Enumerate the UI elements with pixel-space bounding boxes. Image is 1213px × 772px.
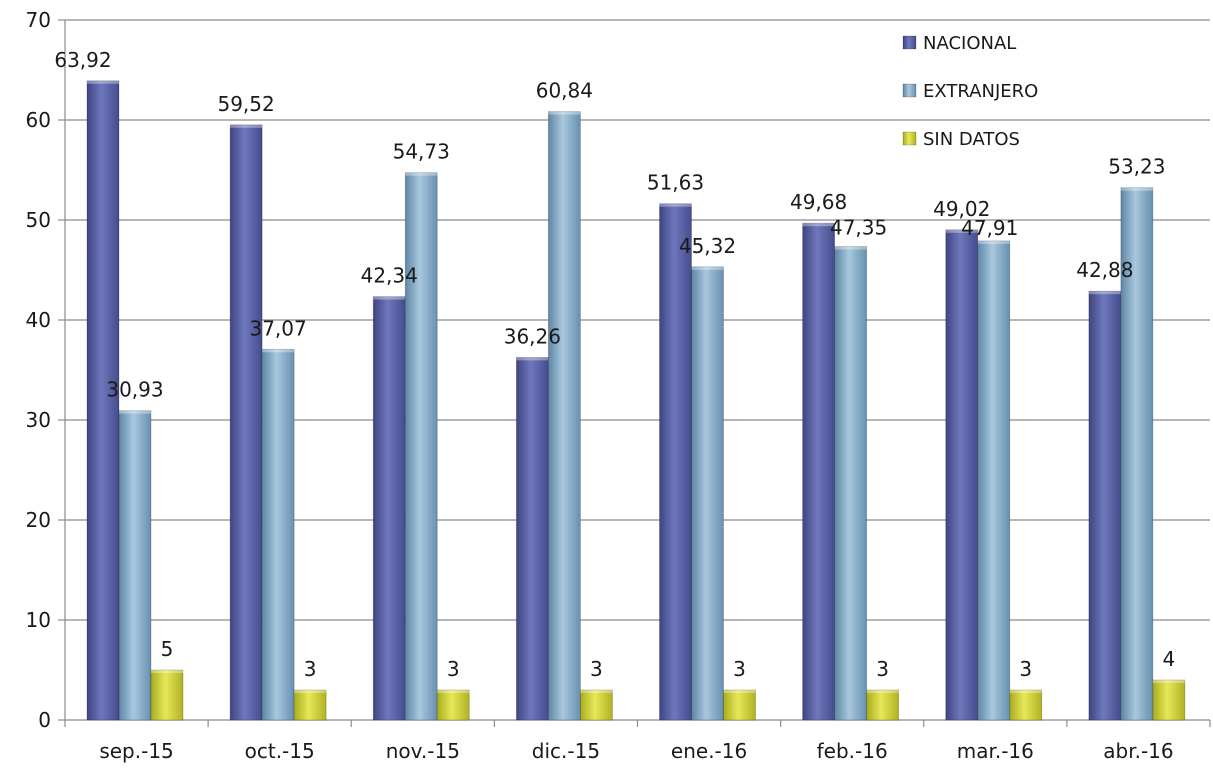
- bar-cap: [659, 203, 692, 207]
- bar-cap: [516, 357, 549, 361]
- bar-sin-datos: [1152, 679, 1186, 721]
- bar-extranjero: [1120, 187, 1154, 721]
- x-tick-label: dic.-15: [532, 739, 600, 763]
- bar-extranjero: [691, 266, 724, 721]
- data-label: 47,35: [830, 216, 887, 240]
- bar-extranjero: [404, 172, 438, 721]
- bar-sin-datos: [436, 689, 470, 721]
- data-label: 5: [161, 637, 174, 661]
- x-tick-label: oct.-15: [245, 739, 315, 763]
- bar-nacional: [372, 296, 406, 721]
- bar-nacional: [659, 203, 692, 721]
- data-label: 42,88: [1076, 258, 1133, 282]
- legend-label: SIN DATOS: [923, 129, 1020, 150]
- data-label: 3: [304, 657, 317, 681]
- data-label: 36,26: [504, 324, 561, 348]
- bar-nacional: [802, 222, 836, 721]
- bar-cap: [373, 296, 406, 300]
- bar-cap: [262, 349, 295, 353]
- legend-label: EXTRANJERO: [923, 81, 1038, 102]
- bar-cap: [945, 229, 978, 233]
- bar-cap: [834, 246, 867, 250]
- bar-cap: [230, 124, 263, 128]
- bar-extranjero: [547, 111, 581, 721]
- bar-cap: [977, 240, 1010, 244]
- bar-cap: [87, 80, 119, 84]
- y-tick-label: 0: [38, 708, 51, 732]
- x-tick-label: nov.-15: [386, 739, 460, 763]
- bar-nacional: [1088, 290, 1122, 721]
- bar-sin-datos: [293, 689, 327, 721]
- bar-cap: [580, 690, 613, 693]
- axes: 0 10 20 30 40 50 60 70 sep.-15 oct.-15 nov.-15 dic.…: [26, 8, 1211, 763]
- data-label: 3: [447, 657, 460, 681]
- bar-sin-datos: [579, 689, 613, 721]
- data-label: 3: [590, 657, 603, 681]
- x-tick-label: abr.-16: [1103, 739, 1173, 763]
- x-tick-label: sep.-15: [99, 739, 173, 763]
- data-label: 3: [1019, 657, 1032, 681]
- bar-cap: [1009, 690, 1042, 693]
- bar-cap: [691, 266, 724, 270]
- y-tick-label: 60: [26, 108, 51, 132]
- data-label: 45,32: [679, 234, 736, 258]
- data-label: 63,92: [54, 48, 111, 72]
- y-tick-label: 30: [26, 408, 51, 432]
- x-tick-label: mar.-16: [957, 739, 1034, 763]
- bars: [86, 80, 1186, 721]
- y-tick-label: 70: [26, 8, 51, 32]
- bar-cap: [1152, 680, 1185, 683]
- bar-nacional: [86, 80, 120, 721]
- x-tick-label: feb.-16: [817, 739, 888, 763]
- bar-extranjero: [261, 348, 295, 721]
- bar-nacional: [945, 229, 979, 721]
- data-label: 42,34: [361, 264, 418, 288]
- data-label: 59,52: [217, 92, 274, 116]
- bar-cap: [294, 690, 327, 693]
- bar-nacional: [229, 124, 263, 721]
- y-tick-label: 10: [26, 608, 51, 632]
- data-label: 30,93: [106, 378, 163, 402]
- data-label: 49,68: [790, 190, 847, 214]
- y-tick-label: 40: [26, 308, 51, 332]
- bar-extranjero: [834, 246, 868, 721]
- bar-cap: [119, 410, 151, 414]
- bar-cap: [802, 223, 835, 227]
- x-tick-label: ene.-16: [671, 739, 747, 763]
- data-label: 49,02: [933, 197, 990, 221]
- bar-sin-datos: [1009, 689, 1043, 721]
- bar-cap: [548, 111, 581, 115]
- bar-cap: [151, 670, 183, 673]
- data-label: 3: [876, 657, 889, 681]
- legend-swatch: [902, 35, 917, 50]
- data-label: 4: [1163, 647, 1176, 671]
- data-label: 53,23: [1108, 155, 1165, 179]
- bar-cap: [437, 690, 470, 693]
- legend-swatch: [902, 83, 917, 98]
- bar-extranjero: [118, 410, 152, 721]
- bar-extranjero: [977, 240, 1011, 721]
- y-tick-label: 50: [26, 208, 51, 232]
- data-label: 54,73: [393, 140, 450, 164]
- data-label: 37,07: [249, 316, 306, 340]
- bar-sin-datos: [150, 669, 184, 721]
- legend-swatch: [902, 131, 917, 146]
- bar-cap: [866, 690, 899, 693]
- bar-sin-datos: [866, 689, 900, 721]
- data-labels: 63,92 59,52 42,34 36,26 51,63 49,68 49,02 42,88…: [54, 48, 1175, 681]
- bar-sin-datos: [723, 689, 756, 721]
- data-label: 47,91: [961, 216, 1018, 240]
- legend: NACIONAL EXTRANJERO SIN DATOS: [902, 33, 1038, 150]
- bar-cap: [723, 690, 756, 693]
- y-tick-label: 20: [26, 508, 51, 532]
- data-label: 3: [733, 657, 746, 681]
- bar-cap: [1120, 187, 1153, 191]
- data-label: 51,63: [647, 171, 704, 195]
- legend-label: NACIONAL: [923, 33, 1016, 54]
- bar-cap: [1088, 291, 1121, 295]
- bar-nacional: [515, 356, 549, 721]
- data-label: 60,84: [536, 79, 593, 103]
- bar-cap: [405, 172, 438, 176]
